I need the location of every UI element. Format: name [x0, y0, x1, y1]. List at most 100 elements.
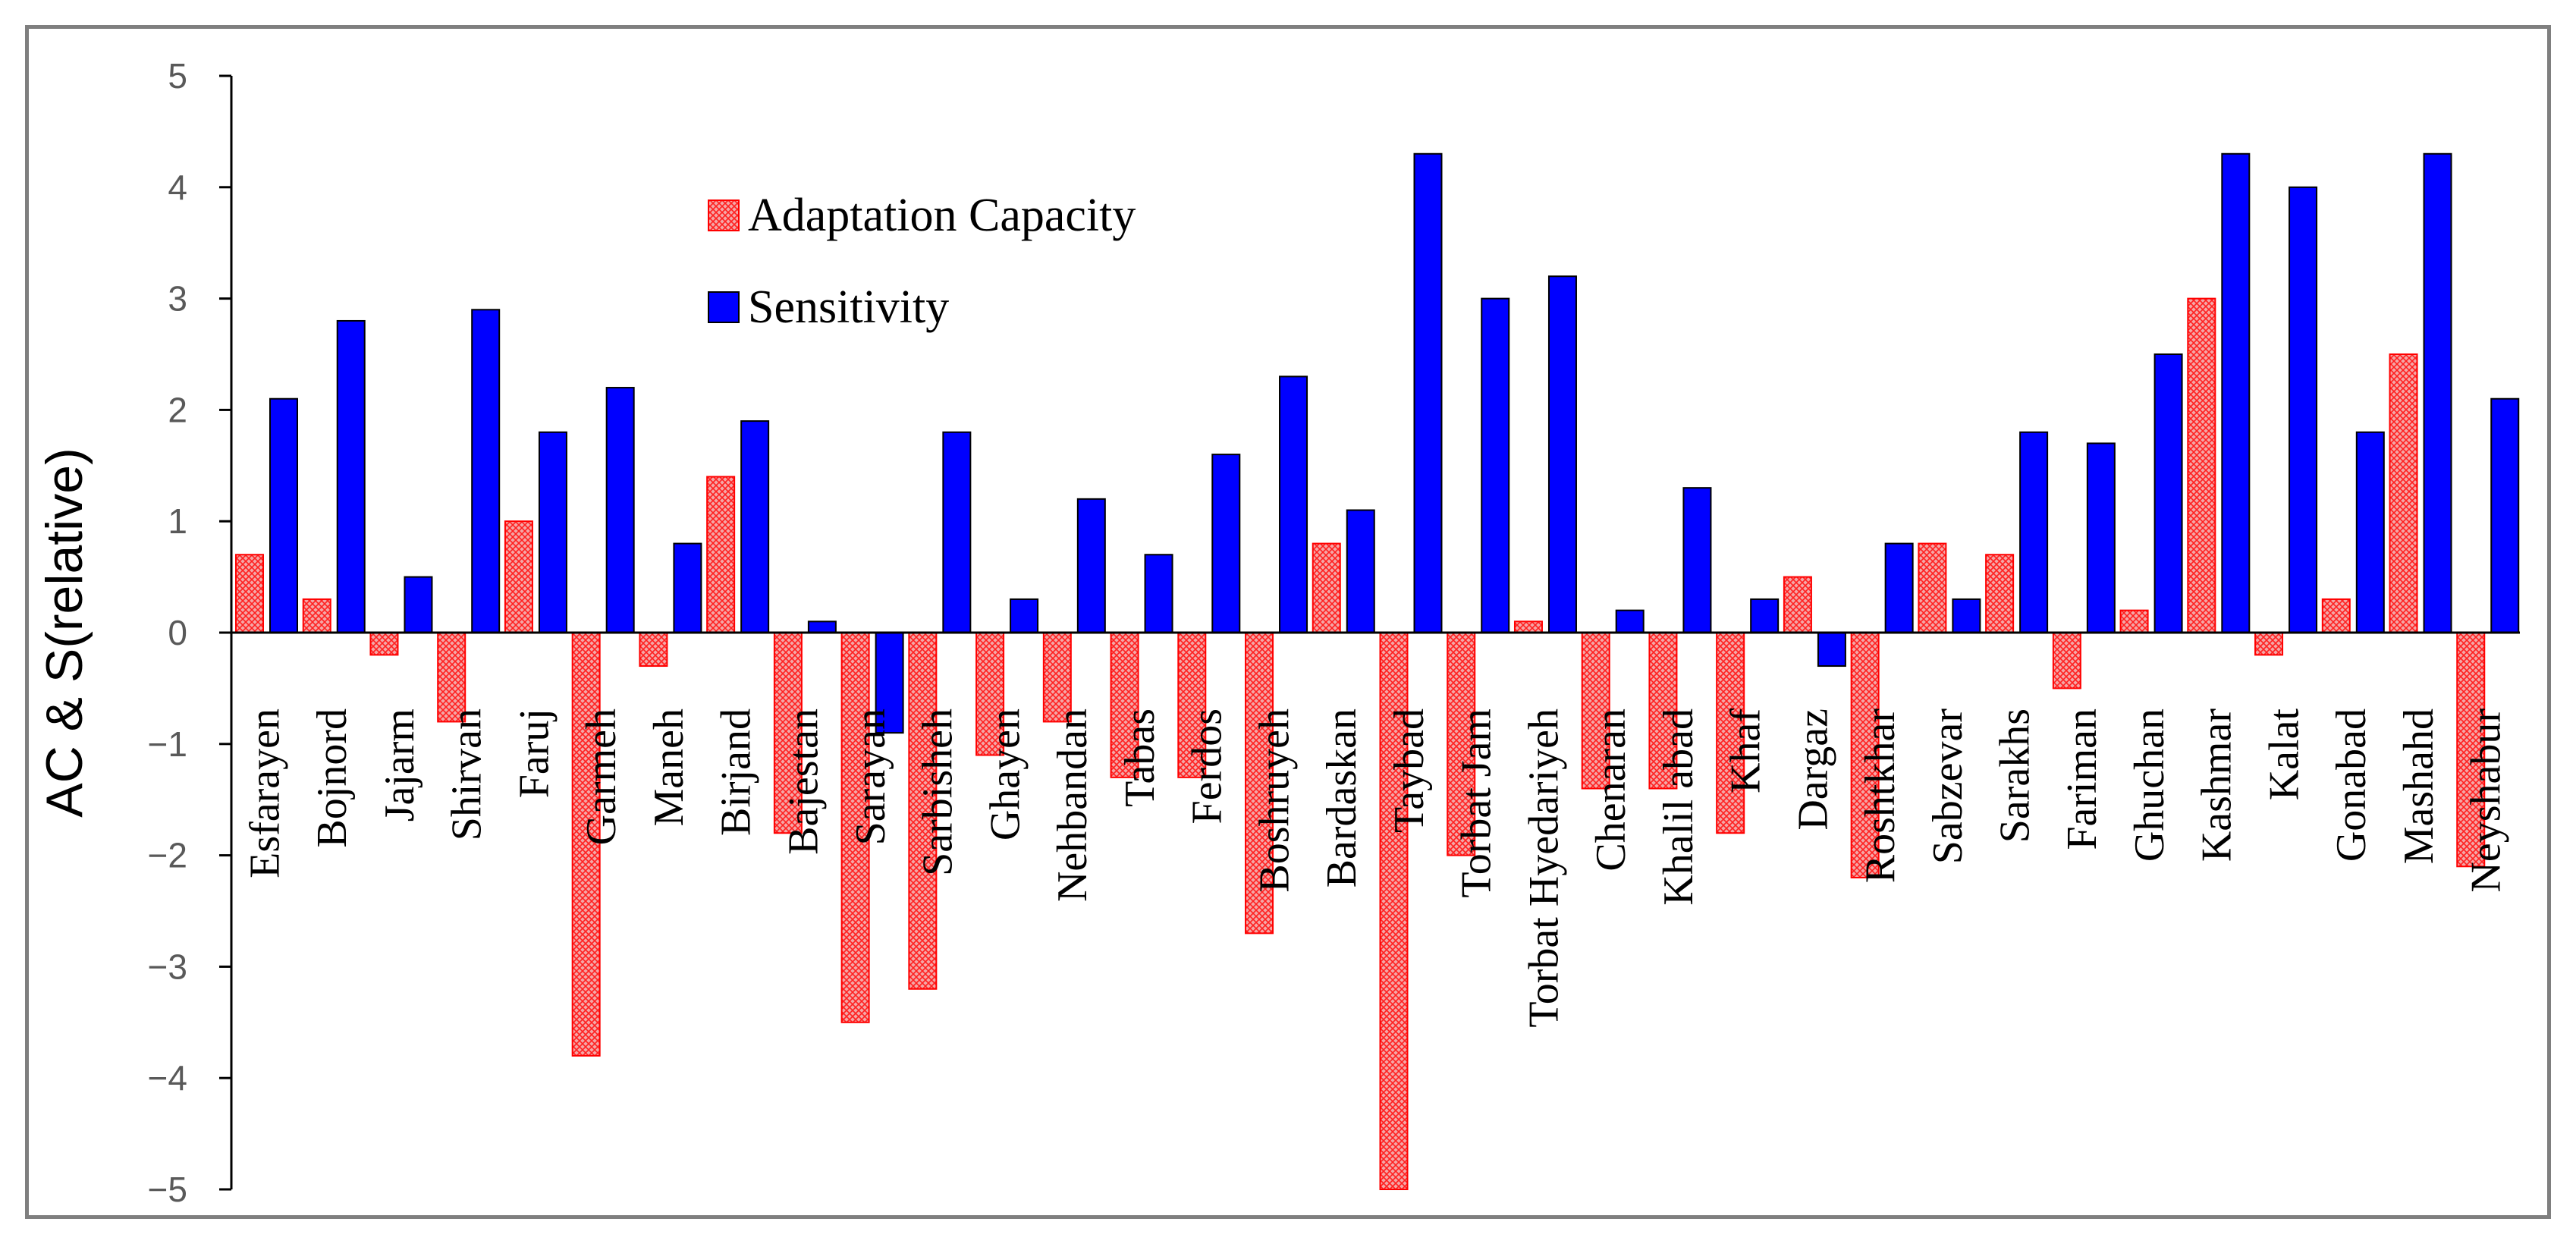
bar-adaptation-capacity-nehbandan: [1042, 632, 1072, 723]
x-category-label: Jajarm: [376, 708, 423, 821]
legend-label-sensitivity: Sensitivity: [748, 281, 949, 333]
x-category-label: Faruj: [510, 708, 558, 798]
x-category-label: Torbat Hyedariyeh: [1520, 708, 1567, 1028]
bar-adaptation-capacity-dargaz: [1783, 576, 1812, 633]
x-category-label: Sabzevar: [1924, 708, 1971, 865]
bar-sensitivity-neyshabur: [2490, 397, 2520, 633]
x-category-label: Nehbandan: [1049, 708, 1096, 902]
x-category-label: Gonabad: [2328, 708, 2375, 862]
x-category-label: Garmeh: [578, 708, 625, 845]
bar-sensitivity-gonabad: [2355, 431, 2385, 633]
bar-sensitivity-chenaran: [1615, 609, 1645, 634]
bar-sensitivity-jajarm: [404, 576, 433, 633]
bar-sensitivity-bardaskan: [1346, 509, 1375, 634]
bar-sensitivity-nehbandan: [1076, 498, 1106, 634]
x-category-label: Neyshabur: [2463, 708, 2510, 893]
bar-sensitivity-ghuchan: [2153, 353, 2183, 633]
bar-adaptation-capacity-fariman: [2052, 632, 2081, 690]
bar-sensitivity-garmeh: [605, 387, 635, 633]
legend-label-adaptation-capacity: Adaptation Capacity: [748, 190, 1136, 241]
bar-sensitivity-taybad: [1413, 152, 1443, 633]
bar-adaptation-capacity-torbat-hyedariyeh: [1513, 620, 1543, 634]
y-tick-label: 2: [168, 390, 187, 429]
x-category-label: Fariman: [2059, 708, 2106, 850]
bar-adaptation-capacity-jajarm: [369, 632, 399, 656]
bar-adaptation-capacity-bardaskan: [1312, 542, 1341, 633]
bar-sensitivity-khalil-abad: [1682, 487, 1712, 633]
bar-adaptation-capacity-ghayen: [975, 632, 1005, 756]
bar-sensitivity-ferdos: [1211, 454, 1241, 633]
bar-sensitivity-sarbisheh: [942, 431, 972, 633]
x-category-label: Khalil abad: [1655, 708, 1702, 906]
bar-sensitivity-roshtkhar: [1884, 542, 1914, 633]
legend-swatch-adaptation-capacity: [708, 199, 740, 231]
x-category-label: Bojnord: [309, 708, 356, 848]
bar-adaptation-capacity-mashahd: [2389, 353, 2418, 633]
x-category-label: Boshruyeh: [1251, 708, 1298, 893]
x-category-label: Chenaran: [1588, 708, 1635, 872]
bar-sensitivity-fariman: [2086, 442, 2116, 633]
x-category-label: Sarakhs: [1991, 708, 2038, 843]
bar-adaptation-capacity-kalat: [2254, 632, 2284, 656]
bar-adaptation-capacity-torbat-jam: [1447, 632, 1476, 856]
bar-sensitivity-sarakhs: [2019, 431, 2049, 633]
bar-adaptation-capacity-maneh: [639, 632, 668, 668]
y-tick-label: 4: [168, 168, 187, 207]
bar-adaptation-capacity-chenaran: [1581, 632, 1610, 790]
bar-sensitivity-sabzevar: [1952, 598, 1981, 634]
y-tick-label: 0: [168, 613, 187, 652]
x-category-label: Ferdos: [1184, 708, 1231, 824]
y-tick-label: 1: [168, 501, 187, 541]
x-category-label: Bajestan: [780, 708, 827, 855]
bar-sensitivity-esfarayen: [269, 397, 298, 633]
bar-sensitivity-birjand: [740, 420, 770, 634]
bar-adaptation-capacity-taybad: [1379, 632, 1409, 1190]
bar-adaptation-capacity-tabas: [1110, 632, 1139, 778]
bar-sensitivity-shirvan: [471, 309, 501, 633]
bar-adaptation-capacity-sarayan: [840, 632, 870, 1023]
bar-adaptation-capacity-esfarayen: [235, 554, 264, 633]
bar-sensitivity-bojnord: [336, 319, 366, 633]
x-category-label: Esfarayen: [241, 708, 288, 878]
x-category-label: Khaf: [1723, 708, 1770, 793]
bar-adaptation-capacity-gonabad: [2321, 598, 2351, 634]
x-category-label: Birjand: [713, 708, 760, 836]
bar-adaptation-capacity-kashmar: [2187, 297, 2216, 633]
x-category-label: Ghayen: [982, 708, 1029, 840]
x-category-label: Dargaz: [1789, 708, 1836, 831]
bar-sensitivity-tabas: [1144, 554, 1173, 633]
bar-adaptation-capacity-sarbisheh: [908, 632, 938, 990]
bar-sensitivity-faruj: [538, 431, 567, 633]
bar-sensitivity-kashmar: [2221, 152, 2251, 633]
bar-adaptation-capacity-garmeh: [571, 632, 601, 1057]
bar-sensitivity-khaf: [1750, 598, 1780, 634]
x-category-label: Shirvan: [444, 708, 491, 840]
x-category-label: Kashmar: [2194, 708, 2241, 862]
bar-adaptation-capacity-bojnord: [302, 598, 331, 634]
bar-adaptation-capacity-shirvan: [437, 632, 467, 723]
bar-adaptation-capacity-birjand: [706, 476, 736, 633]
y-tick-label: −4: [148, 1058, 187, 1098]
y-tick-label: 5: [168, 56, 187, 96]
bar-adaptation-capacity-ferdos: [1177, 632, 1207, 778]
x-category-label: Bardaskan: [1318, 708, 1365, 887]
x-category-label: Torbat Jam: [1453, 708, 1500, 898]
bar-sensitivity-torbat-hyedariyeh: [1547, 275, 1577, 633]
x-category-label: Sarayan: [847, 708, 894, 845]
bar-sensitivity-mashahd: [2423, 152, 2452, 633]
bar-sensitivity-bajestan: [807, 620, 837, 634]
y-tick-label: −1: [148, 724, 187, 764]
x-category-label: Mashahd: [2395, 708, 2442, 864]
x-category-label: Roshtkhar: [1857, 708, 1904, 884]
y-tick-label: −3: [148, 947, 187, 986]
bar-adaptation-capacity-faruj: [504, 520, 533, 634]
x-category-label: Taybad: [1386, 708, 1433, 833]
y-axis-title: AC & S(relative): [36, 448, 93, 817]
y-tick-label: 3: [168, 279, 187, 319]
x-category-label: Sarbisheh: [915, 708, 962, 876]
x-category-label: Ghuchan: [2126, 708, 2173, 862]
bar-sensitivity-ghayen: [1010, 598, 1039, 634]
bar-sensitivity-maneh: [673, 542, 702, 633]
x-category-label: Tabas: [1117, 708, 1164, 807]
